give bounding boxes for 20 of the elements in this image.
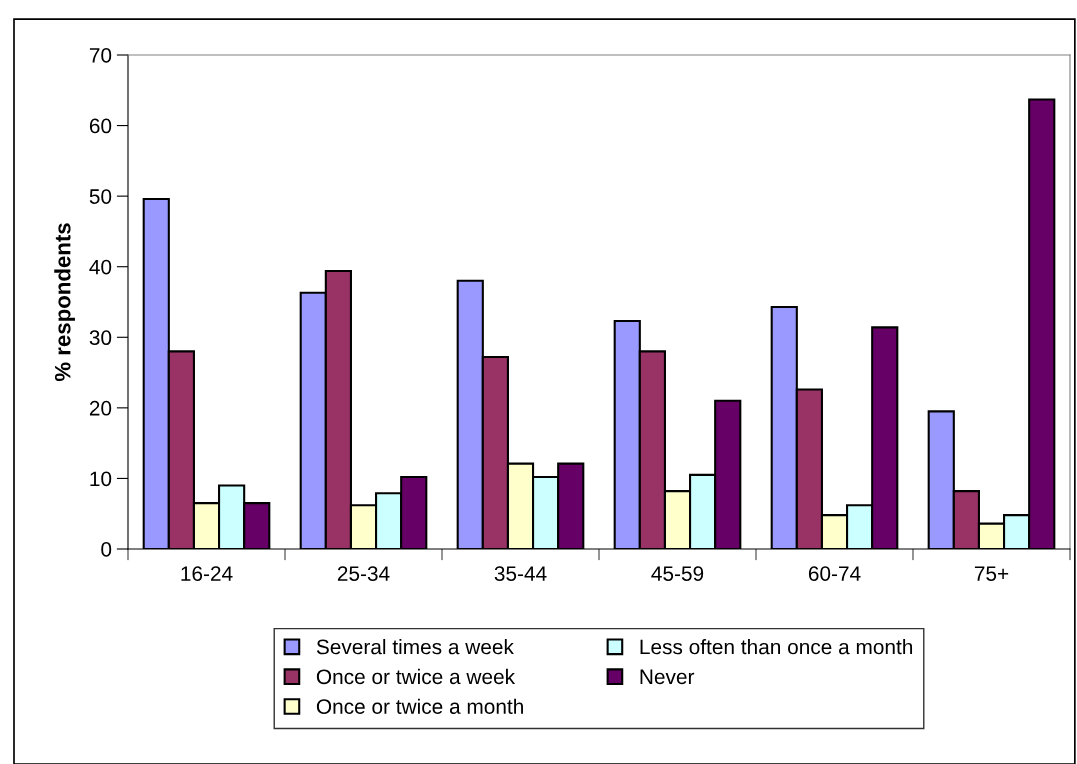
legend-label: Once or twice a month — [316, 698, 523, 714]
y-tick-label: 40 — [89, 259, 112, 275]
x-tick-label: 45-59 — [651, 566, 704, 581]
y-tick-label: 70 — [89, 48, 112, 63]
x-tick-label: 60-74 — [808, 566, 861, 581]
y-axis-title: % respondents — [54, 223, 75, 382]
x-tick-label: 25-34 — [337, 566, 390, 581]
y-tick-label: 50 — [89, 189, 112, 204]
y-tick-label: 20 — [89, 400, 112, 416]
x-tick-label: 75+ — [974, 566, 1009, 581]
y-tick-label: 60 — [89, 118, 112, 134]
y-tick-label: 0 — [101, 542, 112, 557]
legend-label: Several times a week — [316, 638, 514, 655]
legend-label: Once or twice a week — [316, 668, 516, 685]
x-tick-label: 16-24 — [181, 566, 233, 581]
x-tick-label: 35-44 — [494, 566, 547, 581]
legend-label: Never — [640, 669, 695, 685]
legend-label: Less often than once a month — [640, 638, 913, 655]
y-tick-label: 30 — [89, 330, 112, 346]
y-tick-label: 10 — [90, 471, 112, 487]
